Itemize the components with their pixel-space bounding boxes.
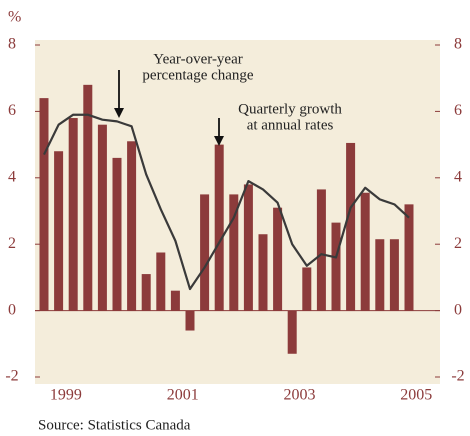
source: Source: Statistics Canada bbox=[38, 417, 191, 433]
bar bbox=[229, 194, 239, 311]
line bbox=[43, 113, 410, 291]
y-tick-label: 0 bbox=[8, 301, 16, 318]
y-tick-label: 2 bbox=[8, 235, 16, 252]
bar bbox=[127, 141, 137, 311]
annotation-arrowhead bbox=[214, 136, 224, 146]
bar bbox=[170, 290, 180, 311]
y2-tick-label: 8 bbox=[454, 36, 462, 53]
y-tick-label: 8 bbox=[8, 36, 16, 53]
bar bbox=[243, 184, 253, 311]
annotation: Quarterly growth bbox=[238, 101, 342, 117]
y-unit: % bbox=[8, 9, 21, 26]
bar bbox=[185, 310, 195, 331]
y-tick-label: 4 bbox=[8, 168, 16, 185]
y2-tick-label: 6 bbox=[454, 102, 462, 119]
bar bbox=[68, 118, 78, 311]
x-tick-label: 2005 bbox=[400, 387, 432, 404]
y2-tick-label: 4 bbox=[454, 168, 462, 185]
annotation: at annual rates bbox=[247, 117, 334, 133]
bar bbox=[302, 267, 312, 311]
bar bbox=[375, 239, 385, 311]
annotation: percentage change bbox=[142, 67, 254, 83]
bar bbox=[54, 151, 64, 311]
annotation-arrowhead bbox=[114, 108, 124, 118]
bar bbox=[316, 189, 326, 311]
bar bbox=[200, 194, 210, 311]
bar bbox=[346, 142, 356, 311]
bar bbox=[273, 207, 283, 311]
bar bbox=[214, 144, 224, 311]
x-tick-label: 2001 bbox=[167, 387, 199, 404]
y2-tick-label: 2 bbox=[454, 235, 462, 252]
x-tick-label: 1999 bbox=[50, 387, 82, 404]
y-tick-label: 6 bbox=[8, 102, 16, 119]
y2-tick-label: -2 bbox=[451, 368, 464, 385]
bar bbox=[156, 252, 166, 311]
bar bbox=[360, 192, 370, 311]
bar bbox=[287, 310, 297, 354]
bar bbox=[258, 234, 268, 311]
annotation: Year-over-year bbox=[153, 51, 243, 67]
y-tick-label: -2 bbox=[5, 368, 18, 385]
bar bbox=[83, 84, 93, 311]
x-tick-label: 2003 bbox=[284, 387, 316, 404]
bar bbox=[404, 204, 414, 311]
bar bbox=[39, 98, 49, 311]
bar bbox=[97, 124, 107, 311]
bar bbox=[112, 157, 122, 311]
bar bbox=[389, 239, 399, 311]
bar bbox=[331, 222, 341, 311]
y2-tick-label: 0 bbox=[454, 301, 462, 318]
bar bbox=[141, 274, 151, 311]
